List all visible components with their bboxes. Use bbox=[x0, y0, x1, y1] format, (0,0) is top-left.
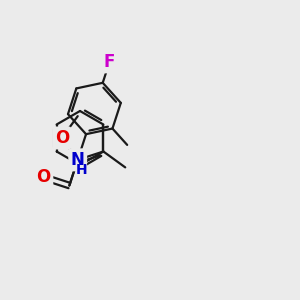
Text: O: O bbox=[55, 129, 69, 147]
Text: H: H bbox=[76, 163, 88, 177]
Text: N: N bbox=[71, 151, 85, 169]
Text: O: O bbox=[37, 168, 51, 186]
Text: F: F bbox=[104, 53, 115, 71]
